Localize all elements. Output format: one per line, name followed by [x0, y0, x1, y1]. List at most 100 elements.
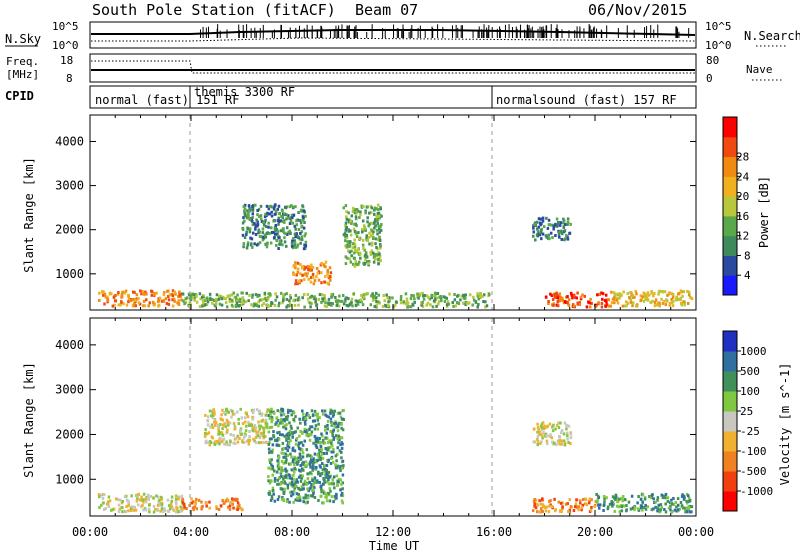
- echo-cell: [245, 439, 249, 443]
- echo-cell: [303, 439, 307, 443]
- echo-cell: [159, 509, 162, 513]
- echo-cell: [621, 499, 624, 503]
- echo-cell: [254, 224, 257, 228]
- nave-trace: [91, 60, 695, 74]
- echo-cell: [327, 470, 331, 474]
- echo-cell: [388, 296, 391, 300]
- echo-cell: [254, 436, 258, 440]
- echo-cell: [193, 505, 197, 509]
- echo-cell: [97, 493, 101, 497]
- colorbar-swatch: [723, 351, 737, 372]
- echo-cell: [257, 420, 260, 424]
- echo-cell: [386, 296, 389, 300]
- echo-cell: [268, 416, 272, 420]
- echo-cell: [269, 498, 273, 502]
- echo-cell: [305, 464, 309, 468]
- echo-cell: [251, 429, 255, 433]
- echo-cell: [399, 301, 403, 305]
- echo-cell: [301, 296, 304, 300]
- echo-cell: [169, 502, 173, 506]
- echo-cell: [259, 217, 263, 221]
- x-tick-label: 12:00: [375, 525, 411, 539]
- echo-cell: [671, 293, 675, 297]
- echo-cell: [189, 296, 192, 300]
- echo-cell: [346, 256, 349, 260]
- echo-cell: [315, 275, 318, 279]
- echo-cell: [182, 299, 185, 303]
- echo-cell: [354, 215, 358, 219]
- echo-cell: [452, 304, 455, 308]
- echo-cell: [392, 305, 395, 309]
- colorbar-swatch: [723, 331, 737, 352]
- echo-cell: [297, 456, 300, 460]
- echo-cell: [340, 436, 344, 440]
- echo-cell: [353, 264, 357, 268]
- freq-tick-top: 18: [60, 54, 73, 67]
- echo-cell: [217, 507, 221, 511]
- echo-cell: [267, 225, 270, 229]
- echo-cell: [332, 482, 336, 486]
- echo-cell: [674, 501, 678, 505]
- echo-cell: [328, 487, 332, 491]
- echo-cell: [144, 497, 148, 501]
- echo-cell: [348, 245, 351, 249]
- echo-cell: [310, 457, 313, 461]
- echo-cell: [560, 510, 563, 514]
- echo-cell: [613, 295, 616, 299]
- echo-cell: [579, 499, 582, 503]
- echo-cell: [117, 510, 121, 514]
- echo-cell: [226, 443, 229, 447]
- echo-cell: [476, 294, 480, 298]
- echo-cell: [231, 502, 235, 506]
- echo-cell: [555, 303, 558, 307]
- echo-cell: [285, 469, 288, 473]
- echo-cell: [583, 294, 586, 298]
- echo-cell: [334, 454, 338, 458]
- echo-cell: [240, 507, 244, 511]
- echo-cell: [324, 425, 327, 429]
- echo-cell: [313, 486, 316, 490]
- echo-cell: [550, 436, 554, 440]
- colorbar-swatch: [723, 431, 737, 452]
- echo-cell: [304, 265, 308, 269]
- echo-cell: [367, 260, 371, 264]
- echo-cell: [320, 472, 324, 476]
- echo-cell: [345, 303, 349, 307]
- echo-cell: [147, 498, 151, 502]
- echo-cell: [338, 411, 341, 415]
- echo-cell: [679, 298, 682, 302]
- echo-cell: [268, 458, 271, 462]
- echo-cell: [273, 232, 277, 236]
- echo-cell: [295, 478, 298, 482]
- echo-cell: [344, 221, 348, 225]
- echo-cell: [377, 224, 380, 228]
- echo-cell: [311, 488, 314, 492]
- echo-cell: [170, 495, 174, 499]
- echo-cell: [316, 415, 319, 419]
- echo-cell: [174, 494, 178, 498]
- echo-cell: [243, 203, 247, 207]
- echo-cell: [598, 503, 602, 507]
- echo-cell: [317, 470, 320, 474]
- echo-cell: [320, 432, 323, 436]
- echo-cell: [323, 480, 326, 484]
- echo-cell: [370, 294, 373, 298]
- echo-cell: [275, 439, 279, 443]
- echo-cell: [565, 423, 568, 427]
- echo-cell: [103, 292, 107, 296]
- echo-cell: [557, 435, 561, 439]
- echo-cell: [142, 500, 145, 504]
- echo-cell: [303, 278, 306, 282]
- echo-cell: [181, 501, 184, 505]
- echo-cell: [376, 211, 380, 215]
- echo-cell: [246, 243, 250, 247]
- echo-cell: [315, 480, 319, 484]
- echo-cell: [264, 421, 268, 425]
- y-tick-label: 3000: [55, 179, 84, 193]
- echo-cell: [345, 245, 349, 249]
- echo-cell: [291, 435, 294, 439]
- echo-cell: [259, 441, 262, 445]
- echo-cell: [200, 500, 203, 504]
- echo-cell: [332, 500, 335, 504]
- echo-cell: [359, 251, 362, 255]
